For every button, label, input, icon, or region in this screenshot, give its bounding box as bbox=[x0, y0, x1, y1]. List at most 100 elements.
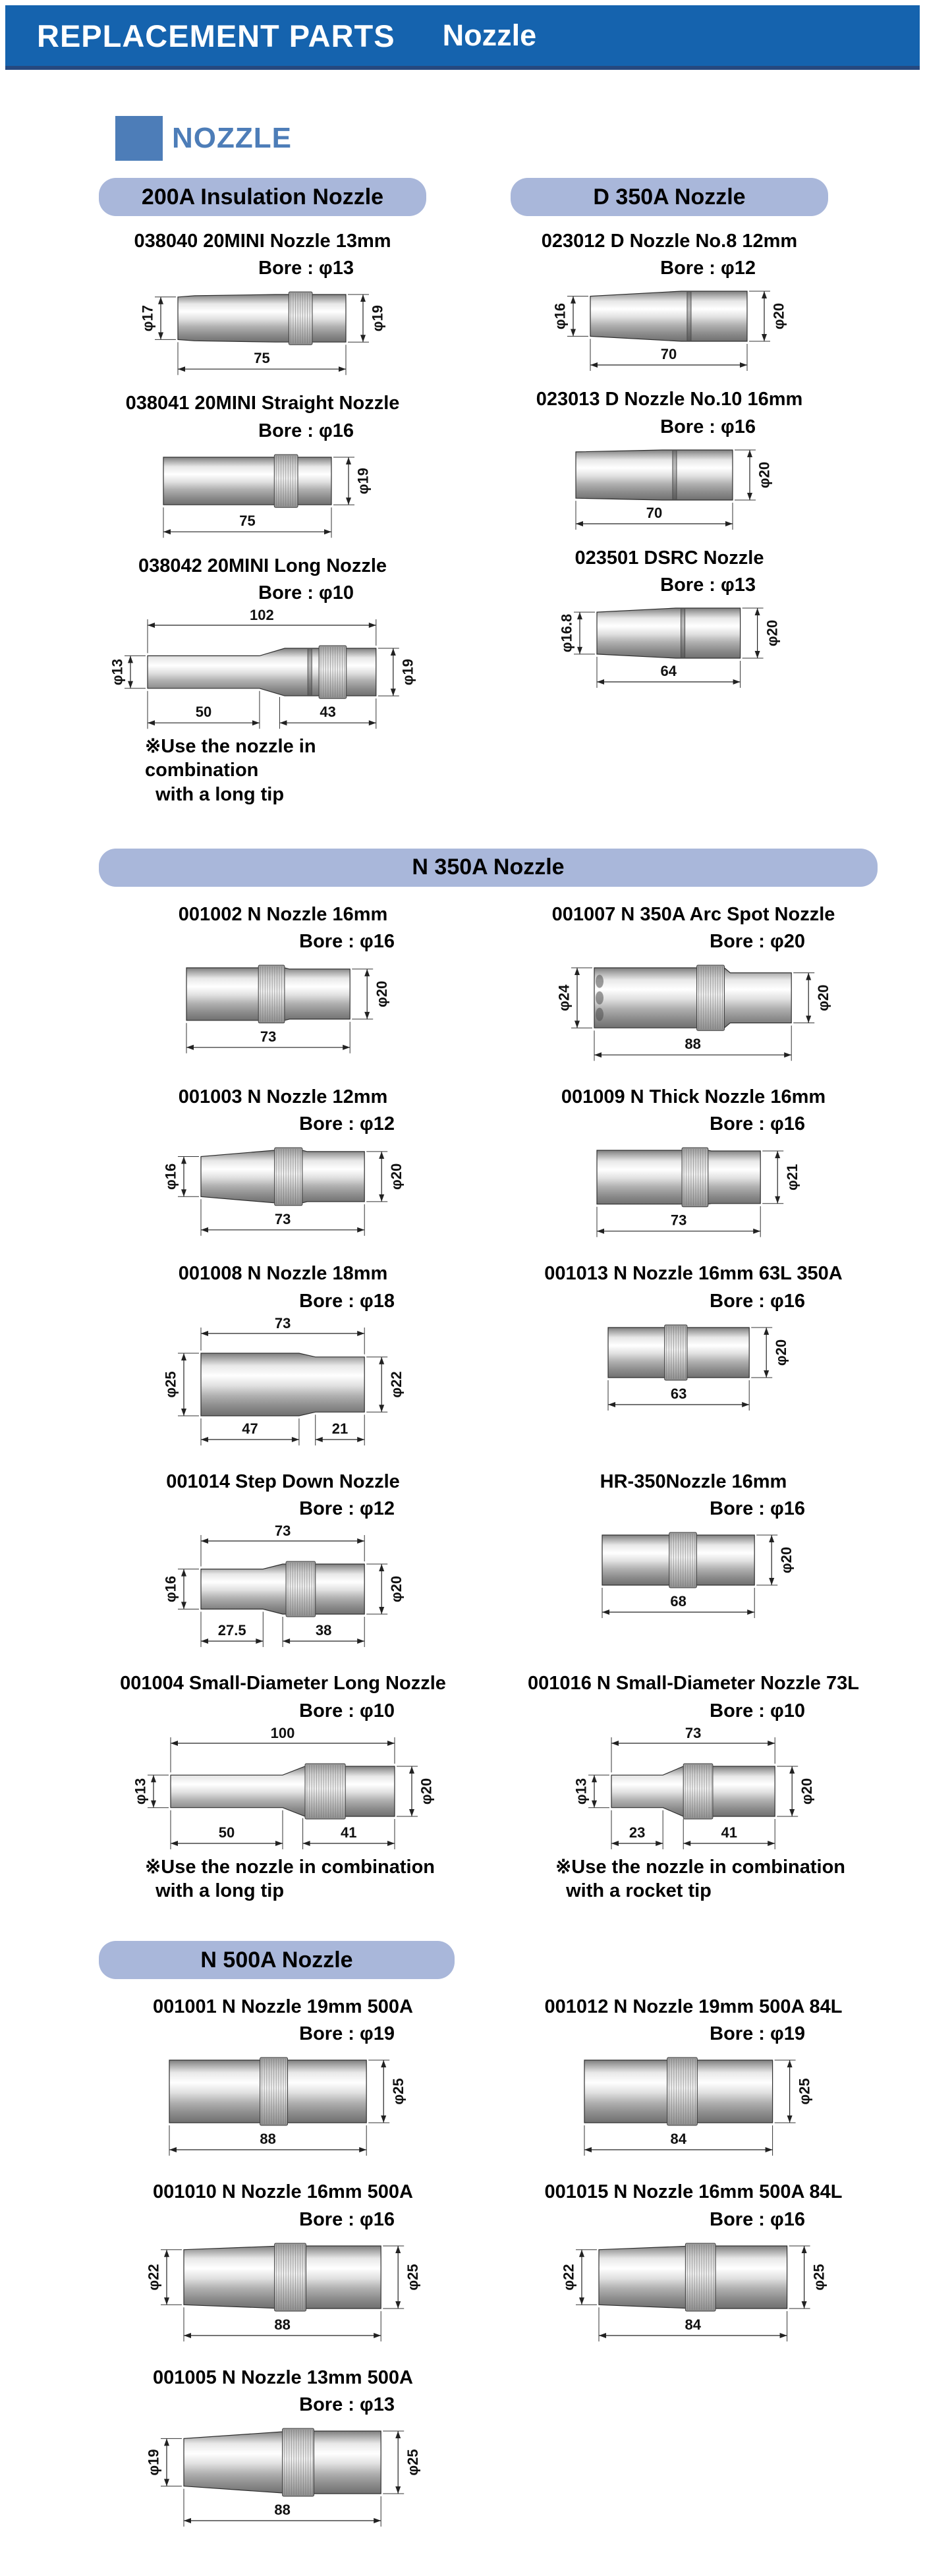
svg-text:70: 70 bbox=[661, 346, 677, 362]
nozzle-drawing: φ24 φ20 88 bbox=[556, 965, 831, 1061]
bore-spec: Bore : φ16 bbox=[258, 420, 354, 441]
svg-text:84: 84 bbox=[670, 2131, 687, 2147]
section-label: NOZZLE bbox=[115, 116, 925, 161]
item-title: 001015 N Nozzle 16mm 500A 84L bbox=[544, 2181, 843, 2203]
item-title: 001007 N 350A Arc Spot Nozzle bbox=[551, 903, 835, 925]
usage-note: ※Use the nozzle in combination with a lo… bbox=[145, 736, 316, 805]
bore-spec: Bore : φ13 bbox=[258, 258, 354, 279]
item-title: 038040 20MINI Nozzle 13mm bbox=[134, 231, 391, 252]
nozzle-drawing: φ25 84 bbox=[583, 2057, 812, 2156]
section-items: 001001 N Nozzle 19mm 500A Bore : φ19 φ25 88… bbox=[99, 1996, 878, 2530]
svg-text:φ16: φ16 bbox=[163, 1163, 179, 1190]
svg-text:φ13: φ13 bbox=[132, 1778, 149, 1804]
nozzle-drawing: φ21 73 bbox=[596, 1147, 800, 1238]
item-title: 001001 N Nozzle 19mm 500A bbox=[153, 1996, 413, 2017]
bore-spec: Bore : φ10 bbox=[710, 1700, 805, 1722]
item-title: 001013 N Nozzle 16mm 63L 350A bbox=[544, 1263, 843, 1285]
svg-text:64: 64 bbox=[661, 663, 677, 679]
svg-text:88: 88 bbox=[274, 2316, 290, 2333]
item-title: 038041 20MINI Straight Nozzle bbox=[125, 393, 400, 414]
item-title: 001012 N Nozzle 19mm 500A 84L bbox=[544, 1996, 843, 2017]
bore-spec: Bore : φ18 bbox=[299, 1290, 395, 1312]
section-label-text: NOZZLE bbox=[172, 122, 292, 154]
bore-spec: Bore : φ19 bbox=[710, 2023, 805, 2045]
nozzle-drawing: φ25 88 bbox=[169, 2057, 406, 2156]
nozzle-drawing: φ20 68 bbox=[602, 1532, 794, 1619]
svg-text:φ16: φ16 bbox=[163, 1576, 179, 1602]
svg-text:50: 50 bbox=[196, 704, 211, 720]
catalog-page: REPLACEMENT PARTS Nozzle NOZZLE 200A Ins… bbox=[0, 5, 925, 2576]
section-d-350a-nozzle: D 350A Nozzle 023012 D Nozzle No.8 12mm Bo… bbox=[511, 178, 828, 691]
svg-text:φ19: φ19 bbox=[370, 305, 385, 331]
item-title: 001016 N Small-Diameter Nozzle 73L bbox=[528, 1673, 859, 1694]
item-title: HR-350Nozzle 16mm bbox=[600, 1470, 787, 1492]
nozzle-drawing: φ16 φ20 70 bbox=[552, 291, 787, 372]
svg-text:23: 23 bbox=[629, 1824, 644, 1841]
page-header: REPLACEMENT PARTS Nozzle bbox=[5, 5, 920, 70]
svg-text:φ20: φ20 bbox=[798, 1778, 814, 1804]
nozzle-drawing: φ16 φ20 73 27.5 38 bbox=[163, 1524, 404, 1648]
nozzle-drawing: φ19 75 bbox=[163, 454, 371, 538]
catalog-item: 001015 N Nozzle 16mm 500A 84L Bore : φ16 φ… bbox=[509, 2181, 878, 2344]
bore-spec: Bore : φ19 bbox=[299, 2023, 395, 2045]
svg-text:63: 63 bbox=[670, 1386, 686, 1402]
section-header: 200A Insulation Nozzle bbox=[99, 178, 426, 216]
nozzle-drawing: φ25 φ22 73 47 21 bbox=[163, 1316, 404, 1445]
nozzle-drawing: φ22 φ25 88 bbox=[146, 2243, 420, 2341]
nozzle-drawing: φ17 φ19 75 bbox=[140, 291, 385, 376]
bore-spec: Bore : φ10 bbox=[258, 582, 354, 604]
bore-spec: Bore : φ13 bbox=[660, 574, 756, 596]
page-title: REPLACEMENT PARTS bbox=[37, 18, 395, 53]
section-n-350a-nozzle: N 350A Nozzle 001002 N Nozzle 16mm Bore : … bbox=[99, 848, 878, 1903]
svg-text:φ13: φ13 bbox=[573, 1778, 590, 1804]
section-header: N 350A Nozzle bbox=[99, 848, 878, 887]
catalog-item: 001008 N Nozzle 18mm Bore : φ18 φ25 φ22 73 47… bbox=[99, 1263, 467, 1448]
catalog-item: 001001 N Nozzle 19mm 500A Bore : φ19 φ25 88 bbox=[99, 1996, 467, 2159]
usage-note: ※Use the nozzle in combination with a ro… bbox=[555, 1856, 845, 1901]
catalog-item: HR-350Nozzle 16mm Bore : φ16 φ20 68 bbox=[509, 1471, 878, 1621]
svg-text:41: 41 bbox=[721, 1824, 737, 1841]
item-title: 001008 N Nozzle 18mm bbox=[178, 1263, 388, 1285]
svg-text:φ25: φ25 bbox=[405, 2449, 420, 2475]
bore-spec: Bore : φ16 bbox=[660, 416, 756, 437]
svg-text:73: 73 bbox=[260, 1028, 275, 1045]
svg-text:φ20: φ20 bbox=[815, 985, 831, 1011]
svg-text:φ24: φ24 bbox=[556, 984, 573, 1011]
section-header: D 350A Nozzle bbox=[511, 178, 828, 216]
bore-spec: Bore : φ20 bbox=[710, 931, 805, 953]
nozzle-drawing: φ13 φ20 100 50 41 bbox=[132, 1726, 434, 1849]
bore-spec: Bore : φ12 bbox=[299, 1498, 395, 1520]
svg-text:φ25: φ25 bbox=[390, 2079, 406, 2105]
section-items: 001002 N Nozzle 16mm Bore : φ16 φ20 73 00100… bbox=[99, 904, 878, 1903]
nozzle-drawing: φ20 70 bbox=[575, 449, 772, 530]
nozzle-drawing: φ16.8 φ20 64 bbox=[559, 607, 780, 688]
svg-text:φ16: φ16 bbox=[552, 303, 569, 329]
item-title: 001009 N Thick Nozzle 16mm bbox=[561, 1086, 826, 1108]
catalog-item: 001010 N Nozzle 16mm 500A Bore : φ16 φ22 φ2… bbox=[99, 2181, 467, 2344]
top-sections-row: 200A Insulation Nozzle 038040 20MINI Nozz… bbox=[99, 178, 925, 806]
section-header: N 500A Nozzle bbox=[99, 1941, 455, 1979]
catalog-item: 038042 20MINI Long Nozzle Bore : φ10 φ13 φ1… bbox=[99, 555, 426, 806]
svg-text:φ20: φ20 bbox=[418, 1778, 434, 1804]
item-title: 001005 N Nozzle 13mm 500A bbox=[153, 2366, 413, 2388]
svg-text:φ19: φ19 bbox=[355, 468, 371, 494]
bore-spec: Bore : φ16 bbox=[710, 1498, 805, 1520]
svg-text:73: 73 bbox=[670, 1212, 686, 1229]
svg-text:68: 68 bbox=[670, 1593, 686, 1610]
bore-spec: Bore : φ12 bbox=[660, 258, 756, 279]
svg-text:88: 88 bbox=[274, 2502, 290, 2518]
item-title: 023012 D Nozzle No.8 12mm bbox=[541, 231, 798, 252]
svg-text:73: 73 bbox=[274, 1316, 290, 1331]
bore-spec: Bore : φ16 bbox=[710, 1113, 805, 1135]
catalog-item: 038041 20MINI Straight Nozzle Bore : φ16 φ… bbox=[99, 393, 426, 540]
catalog-item: 023501 DSRC Nozzle Bore : φ13 φ16.8 φ20 64 bbox=[511, 547, 828, 691]
nozzle-drawing: φ16 φ20 73 bbox=[163, 1147, 404, 1237]
catalog-item: 023012 D Nozzle No.8 12mm Bore : φ12 φ16 φ2… bbox=[511, 231, 828, 374]
item-title: 001002 N Nozzle 16mm bbox=[178, 903, 388, 925]
catalog-item: 001007 N 350A Arc Spot Nozzle Bore : φ20 φ… bbox=[509, 904, 878, 1064]
catalog-item: 001009 N Thick Nozzle 16mm Bore : φ16 φ21 7… bbox=[509, 1086, 878, 1241]
svg-text:75: 75 bbox=[239, 513, 255, 529]
svg-text:φ22: φ22 bbox=[387, 1371, 403, 1397]
bore-spec: Bore : φ16 bbox=[710, 1290, 805, 1312]
svg-text:102: 102 bbox=[250, 608, 274, 623]
